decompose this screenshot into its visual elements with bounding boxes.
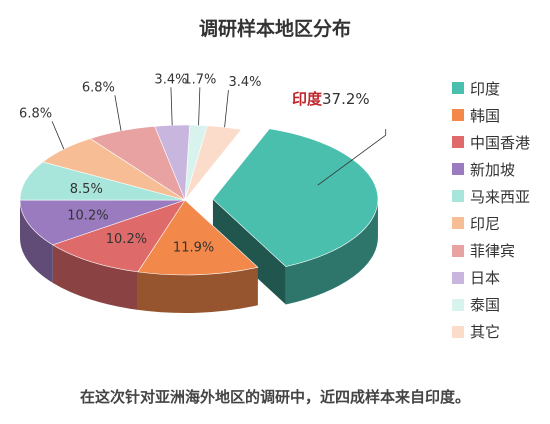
leader-line-0: [317, 129, 387, 186]
slice-label-6: 6.8%: [82, 80, 115, 95]
legend-item-5: 印尼: [452, 213, 530, 233]
legend-swatch-7: [452, 271, 464, 284]
legend-item-4: 马来西亚: [452, 186, 530, 206]
slice-label-0: 印度37.2%: [292, 90, 370, 108]
legend-swatch-2: [452, 136, 464, 149]
legend-label-5: 印尼: [470, 214, 501, 233]
legend-swatch-0: [452, 82, 464, 94]
legend-item-6: 菲律宾: [452, 241, 530, 261]
footnote: 在这次针对亚洲海外地区的调研中，近四成样本来自印度。: [79, 388, 470, 406]
slice-label-8: 1.7%: [183, 72, 216, 87]
pie-side-0: [285, 199, 378, 305]
legend-swatch-6: [452, 244, 464, 257]
legend-label-7: 日本: [470, 269, 501, 288]
legend-swatch-8: [452, 298, 464, 311]
slice-label-5: 6.8%: [19, 106, 52, 121]
pie-slice-0: [212, 128, 379, 267]
leader-line-8: [198, 87, 201, 126]
slice-label-9: 3.4%: [228, 75, 261, 90]
pie-side-3: [20, 200, 53, 283]
chart-title: 调研样本地区分布: [198, 18, 351, 40]
pie-slice-4: [19, 161, 186, 201]
legend-label-6: 菲律宾: [470, 242, 516, 261]
legend-item-0: 印度: [452, 78, 530, 98]
legend-label-1: 韩国: [470, 106, 501, 125]
pie-chart: 印度37.2%11.9%10.2%10.2%8.5%6.8%6.8%3.4%1.…: [19, 72, 387, 314]
legend-swatch-1: [452, 109, 464, 122]
slice-label-4: 8.5%: [70, 182, 103, 197]
slice-label-7: 3.4%: [154, 72, 187, 87]
pie-slice-1: [137, 199, 259, 276]
pie-slice-2: [52, 199, 186, 273]
pie-slice-3: [19, 199, 186, 246]
legend-label-8: 泰国: [470, 296, 501, 315]
legend-label-9: 其它: [470, 323, 501, 342]
legend-item-9: 其它: [452, 322, 530, 342]
pie-slice-9: [184, 125, 242, 201]
legend-label-2: 中国香港: [470, 133, 531, 152]
leader-line-5: [51, 121, 65, 150]
slice-label-3: 10.2%: [67, 209, 108, 224]
legend-item-2: 中国香港: [452, 132, 530, 152]
legend-swatch-9: [452, 325, 464, 338]
legend-label-0: 印度: [470, 79, 501, 98]
slice-label-1: 11.9%: [173, 240, 214, 255]
legend-item-7: 日本: [452, 268, 530, 288]
legend-swatch-3: [452, 163, 464, 176]
legend-item-1: 韩国: [452, 105, 530, 125]
pie-cut-face-1: [212, 199, 286, 305]
slice-label-2: 10.2%: [106, 232, 147, 247]
legend-label-4: 马来西亚: [470, 187, 531, 206]
pie-side-2: [52, 244, 138, 310]
legend: 印度韩国中国香港新加坡马来西亚印尼菲律宾日本泰国其它: [452, 78, 530, 349]
leader-line-9: [224, 90, 229, 128]
legend-swatch-4: [452, 190, 464, 203]
leader-line-7: [170, 87, 173, 126]
legend-label-3: 新加坡: [470, 160, 516, 179]
leader-line-6: [114, 95, 122, 131]
legend-item-8: 泰国: [452, 295, 530, 315]
legend-item-3: 新加坡: [452, 159, 530, 179]
legend-swatch-5: [452, 217, 464, 230]
pie-side-1: [137, 267, 258, 314]
